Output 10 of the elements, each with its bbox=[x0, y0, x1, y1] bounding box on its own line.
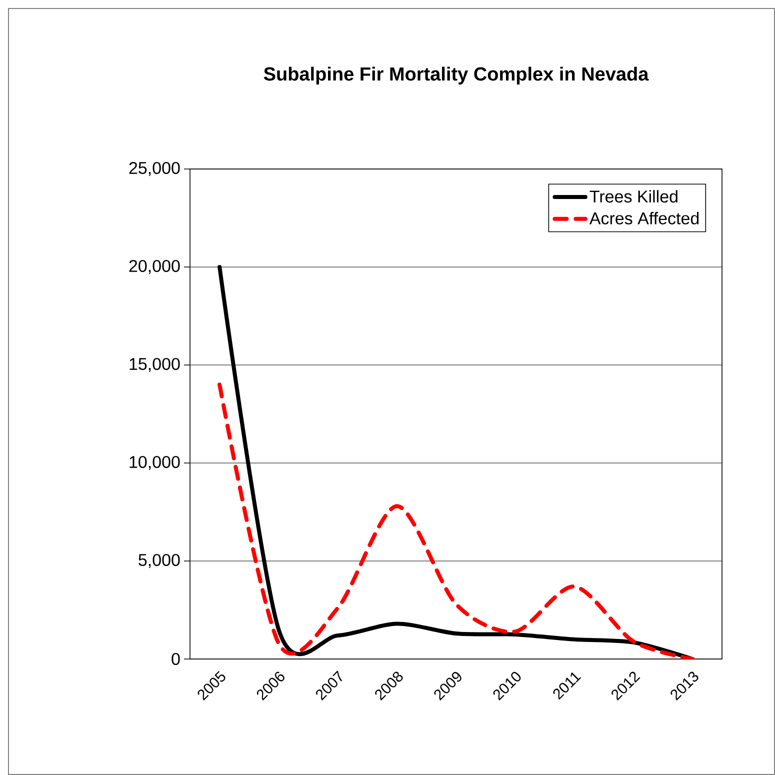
y-tick-label: 25,000 bbox=[129, 162, 180, 176]
chart-title: Subalpine Fir Mortality Complex in Nevada bbox=[264, 66, 649, 84]
line-series bbox=[218, 382, 694, 659]
y-tick-label: 0 bbox=[172, 652, 180, 666]
y-tick-label: 15,000 bbox=[130, 358, 180, 372]
y-tick-label: 20,000 bbox=[129, 260, 180, 274]
y-tick-label: 5,000 bbox=[138, 554, 180, 568]
legend-label: Trees Killed bbox=[590, 190, 678, 203]
y-tick-label: 10,000 bbox=[130, 456, 180, 470]
legend-label: Acres Affected bbox=[589, 212, 699, 224]
